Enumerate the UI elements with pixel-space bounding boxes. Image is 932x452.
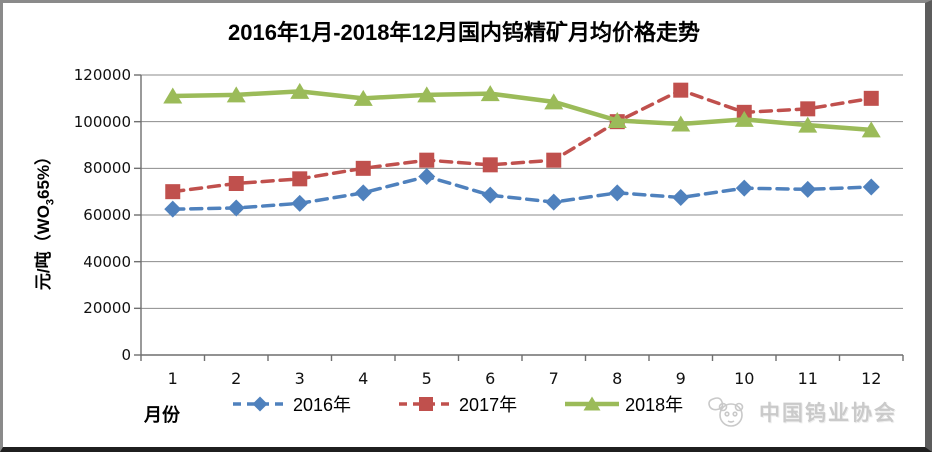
x-tick-label: 2 — [231, 369, 242, 388]
legend-marker-diamond — [252, 396, 268, 412]
x-tick-label: 1 — [167, 369, 178, 388]
series-marker-diamond — [799, 180, 817, 198]
series-marker-triangle — [353, 89, 373, 106]
series-marker-square — [482, 157, 498, 173]
series-marker-square — [546, 152, 562, 168]
series-marker-diamond — [481, 186, 499, 204]
y-tick-label: 100000 — [73, 112, 131, 131]
panda-logo-icon — [708, 397, 744, 427]
series-marker-triangle — [607, 112, 627, 128]
x-tick-label: 12 — [861, 369, 882, 388]
x-tick-label: 3 — [294, 369, 305, 388]
series-marker-triangle — [544, 93, 564, 110]
series-marker-square — [165, 184, 181, 200]
legend-label: 2017年 — [459, 395, 518, 415]
legend-swatch — [565, 396, 620, 411]
watermark-text: 中国钨业协会 — [759, 402, 897, 425]
series-marker-triangle — [226, 86, 246, 103]
series-line-2018年 — [170, 89, 874, 133]
y-tick-label: 80000 — [83, 159, 131, 178]
series-marker-diamond — [164, 200, 182, 218]
y-tick-label: 20000 — [83, 299, 131, 318]
series-marker-diamond — [862, 178, 880, 196]
y-tick-label: 0 — [121, 346, 131, 364]
series-marker-triangle — [163, 87, 183, 104]
y-axis-title-post: 65%） — [34, 147, 53, 199]
x-tick-label: 10 — [734, 369, 755, 388]
series-marker-square — [800, 101, 816, 117]
series-marker-diamond — [672, 189, 690, 206]
series-marker-triangle — [861, 121, 881, 138]
x-tick-label: 11 — [797, 369, 818, 388]
legend-swatch — [399, 397, 454, 411]
series-marker-triangle — [290, 82, 310, 99]
x-tick-label: 8 — [612, 369, 623, 388]
chart-legend: 2016年 2017年 2018年 — [231, 391, 683, 417]
series-marker-triangle — [480, 85, 500, 102]
legend-label: 2018年 — [625, 395, 684, 415]
series-marker-square — [673, 82, 689, 98]
y-tick-label: 120000 — [73, 66, 131, 84]
series-marker-square — [292, 171, 308, 187]
legend-label: 2016年 — [293, 395, 352, 415]
legend-item-2016年: 2016年 — [231, 391, 351, 417]
series-marker-triangle — [798, 116, 818, 133]
x-tick-label: 5 — [421, 369, 432, 388]
series-marker-diamond — [227, 199, 245, 217]
legend-marker-square — [419, 397, 434, 411]
series-marker-triangle — [417, 86, 437, 103]
legend-item-2017年: 2017年 — [397, 391, 517, 417]
x-tick-label: 7 — [548, 369, 559, 388]
series-marker-triangle — [671, 115, 691, 132]
series-marker-diamond — [608, 184, 626, 202]
y-axis-title: 元/吨（WO365%） — [29, 109, 57, 329]
series-marker-square — [228, 176, 244, 191]
series-line-2017年 — [171, 88, 873, 194]
series-marker-diamond — [545, 193, 563, 211]
plot-area — [134, 74, 904, 361]
legend-marker-triangle — [583, 396, 601, 411]
series-marker-square — [355, 160, 371, 176]
x-tick-label: 4 — [358, 369, 369, 388]
series-marker-diamond — [418, 168, 436, 185]
x-axis-title: 月份 — [144, 405, 180, 425]
y-axis-title-sub: 3 — [44, 198, 57, 206]
x-tick-label: 6 — [485, 369, 496, 388]
y-tick-label: 60000 — [83, 206, 131, 224]
series-marker-square — [419, 152, 435, 168]
x-tick-label: 9 — [675, 369, 686, 388]
series-marker-diamond — [735, 179, 753, 197]
series-marker-diamond — [291, 194, 309, 212]
series-marker-diamond — [354, 184, 372, 202]
legend-swatch — [233, 396, 287, 412]
y-tick-label: 40000 — [83, 252, 131, 271]
legend-item-2018年: 2018年 — [563, 391, 683, 417]
y-axis-title-pre: 元/吨（WO — [34, 205, 53, 291]
series-marker-triangle — [734, 110, 754, 127]
series-line-2016年 — [171, 174, 873, 211]
watermark: 中国钨业协会 — [707, 395, 897, 429]
series-marker-square — [863, 90, 879, 106]
chart-title: 2016年1月-2018年12月国内钨精矿月均价格走势 — [228, 20, 700, 45]
